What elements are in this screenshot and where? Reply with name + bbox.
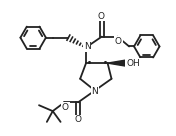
Text: O: O [75, 115, 82, 124]
Text: OH: OH [126, 59, 140, 68]
Polygon shape [108, 60, 125, 66]
Text: O: O [115, 37, 122, 46]
Text: O: O [97, 12, 104, 21]
Text: N: N [84, 42, 90, 51]
Text: N: N [92, 87, 98, 96]
Text: O: O [62, 103, 69, 112]
